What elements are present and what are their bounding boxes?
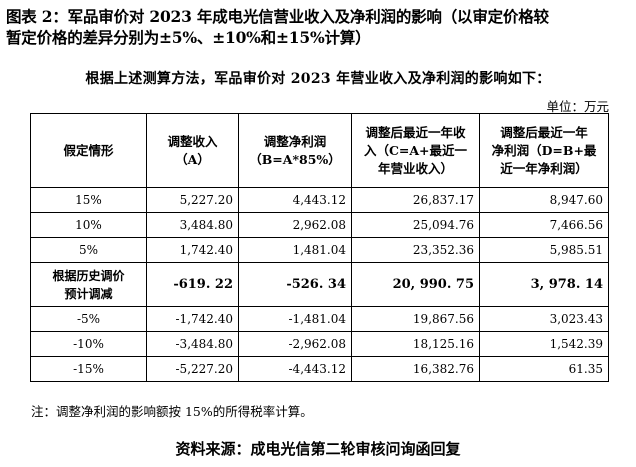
cell-adj-revenue: 5,227.20 [146, 187, 239, 213]
cell-scenario: -15% [30, 356, 147, 382]
cell-adj-revenue-total: 26,837.17 [351, 187, 480, 213]
table-row: -5% -1,742.40 -1,481.04 19,867.56 3,023.… [30, 306, 609, 332]
cell-scenario: 10% [30, 212, 147, 238]
table-row: -10% -3,484.80 -2,962.08 18,125.16 1,542… [30, 331, 609, 357]
header-scenario-line: 假定情形 [63, 142, 114, 158]
document-title-line-2: 暂定价格的差异分别为±5%、±10%和±15%计算） [6, 28, 371, 47]
cell-adj-net-profit: -4,443.12 [238, 356, 352, 382]
document-title-line-1: 图表 2：军品审价对 2023 年成电光信营业收入及净利润的影响（以审定价格较 [6, 7, 549, 26]
table-row: 15% 5,227.20 4,443.12 26,837.17 8,947.60 [30, 187, 609, 213]
cell-adj-net-profit: -1,481.04 [238, 306, 352, 332]
cell-scenario-historical: 根据历史调价 预计调减 [30, 262, 147, 307]
header-adj-net-profit: 调整净利润 （B=A*85%） [238, 113, 352, 188]
table-row: 10% 3,484.80 2,962.08 25,094.76 7,466.56 [30, 212, 609, 238]
header-adj-revenue-line-1: 调整收入 [167, 133, 218, 149]
table-subtitle: 根据上述测算方法，军品审价对 2023 年营业收入及净利润的影响如下： [85, 71, 551, 87]
cell-scenario: 15% [30, 187, 147, 213]
table-note: 注：调整净利润的影响额按 15%的所得税率计算。 [31, 404, 313, 419]
table-row: -15% -5,227.20 -4,443.12 16,382.76 61.35 [30, 356, 609, 382]
cell-adj-profit-total: 8,947.60 [479, 187, 609, 213]
historical-label-line-1: 根据历史调价 [52, 268, 125, 283]
header-adj-net-profit-line-1: 调整净利润 [263, 133, 327, 149]
table-row: 5% 1,742.40 1,481.04 23,352.36 5,985.51 [30, 237, 609, 263]
header-adj-profit-total: 调整后最近一年 净利润（D=B+最 近一年净利润） [479, 113, 609, 188]
header-adj-revenue-total-line-3: 年营业收入） [377, 160, 453, 176]
header-adj-revenue-line-2: （A） [175, 151, 210, 167]
cell-adj-revenue: -3,484.80 [146, 331, 239, 357]
cell-adj-revenue-total: 16,382.76 [351, 356, 480, 382]
source-caption: 资料来源：成电光信第二轮审核问询函回复 [175, 440, 461, 458]
cell-scenario: 5% [30, 237, 147, 263]
cell-adj-net-profit: -526. 34 [238, 262, 352, 307]
cell-adj-profit-total: 7,466.56 [479, 212, 609, 238]
historical-label-line-2: 预计调减 [64, 286, 113, 301]
table-header-row: 假定情形 调整收入 （A） 调整净利润 （B=A*85%） 调整后最近一年收 入… [30, 113, 609, 188]
cell-scenario: -10% [30, 331, 147, 357]
cell-adj-revenue: -1,742.40 [146, 306, 239, 332]
cell-adj-revenue: 3,484.80 [146, 212, 239, 238]
cell-adj-net-profit: 2,962.08 [238, 212, 352, 238]
header-adj-revenue-total: 调整后最近一年收 入（C=A+最近一 年营业收入） [351, 113, 480, 188]
header-adj-net-profit-line-2: （B=A*85%） [249, 151, 341, 167]
cell-adj-revenue-total: 18,125.16 [351, 331, 480, 357]
header-adj-revenue: 调整收入 （A） [146, 113, 239, 188]
table-row-historical: 根据历史调价 预计调减 -619. 22 -526. 34 20, 990. 7… [30, 262, 609, 307]
cell-adj-profit-total: 61.35 [479, 356, 609, 382]
cell-scenario: -5% [30, 306, 147, 332]
cell-adj-net-profit: 1,481.04 [238, 237, 352, 263]
document-title: 图表 2：军品审价对 2023 年成电光信营业收入及净利润的影响（以审定价格较 … [6, 6, 632, 48]
header-scenario: 假定情形 [30, 113, 147, 188]
header-adj-profit-total-line-3: 近一年净利润） [500, 160, 588, 176]
cell-adj-profit-total: 3,023.43 [479, 306, 609, 332]
cell-adj-profit-total: 5,985.51 [479, 237, 609, 263]
impact-table: 假定情形 调整收入 （A） 调整净利润 （B=A*85%） 调整后最近一年收 入… [30, 113, 609, 382]
unit-label: 单位：万元 [546, 99, 609, 114]
cell-adj-revenue: -5,227.20 [146, 356, 239, 382]
header-adj-revenue-total-line-2: 入（C=A+最近一 [363, 142, 468, 158]
cell-adj-revenue-total: 25,094.76 [351, 212, 480, 238]
cell-adj-net-profit: 4,443.12 [238, 187, 352, 213]
cell-adj-revenue-total: 20, 990. 75 [351, 262, 480, 307]
cell-adj-revenue: 1,742.40 [146, 237, 239, 263]
header-adj-revenue-total-line-1: 调整后最近一年收 [365, 124, 466, 140]
cell-adj-profit-total: 1,542.39 [479, 331, 609, 357]
cell-adj-profit-total: 3, 978. 14 [479, 262, 609, 307]
cell-adj-revenue: -619. 22 [146, 262, 239, 307]
cell-adj-revenue-total: 23,352.36 [351, 237, 480, 263]
header-adj-profit-total-line-2: 净利润（D=B+最 [491, 142, 597, 158]
cell-adj-revenue-total: 19,867.56 [351, 306, 480, 332]
header-adj-profit-total-line-1: 调整后最近一年 [500, 124, 588, 140]
cell-adj-net-profit: -2,962.08 [238, 331, 352, 357]
